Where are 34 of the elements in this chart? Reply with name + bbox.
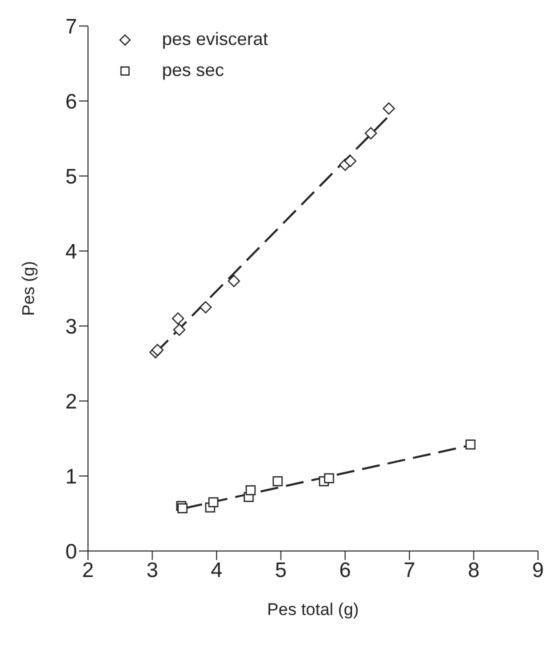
y-tick-label: 6 — [65, 90, 77, 114]
point — [382, 102, 395, 115]
x-tick-label: 4 — [210, 558, 223, 582]
y-tick-label: 4 — [65, 240, 78, 264]
y-tick-label: 2 — [65, 390, 77, 414]
x-tick-label: 3 — [146, 558, 158, 582]
x-tick-label: 2 — [82, 558, 94, 582]
x-tick-label: 8 — [468, 558, 480, 582]
point — [173, 324, 186, 336]
point — [208, 497, 218, 508]
point — [246, 485, 256, 496]
y-tick-label: 7 — [65, 15, 77, 38]
y-tick-label: 0 — [65, 540, 77, 564]
point — [324, 473, 334, 484]
y-tick-label: 5 — [65, 165, 77, 188]
x-tick-label: 5 — [275, 558, 287, 582]
x-tick-label: 9 — [532, 558, 544, 582]
point — [466, 440, 476, 450]
legend-label: pes sec — [162, 60, 224, 81]
point — [364, 127, 377, 140]
x-tick-label: 6 — [339, 558, 351, 582]
point — [200, 301, 212, 314]
x-tick-label: 7 — [404, 558, 416, 582]
point — [172, 312, 184, 325]
point — [178, 503, 188, 514]
y-tick-label: 1 — [65, 465, 77, 488]
y-axis-title: Pes (g) — [19, 261, 38, 316]
point — [344, 154, 356, 168]
point — [228, 274, 240, 288]
legend-label: pes eviscerat — [162, 29, 268, 50]
x-axis-title: Pes total (g) — [267, 600, 359, 619]
point — [151, 344, 164, 356]
y-tick-label: 3 — [65, 315, 77, 338]
point — [272, 476, 283, 486]
